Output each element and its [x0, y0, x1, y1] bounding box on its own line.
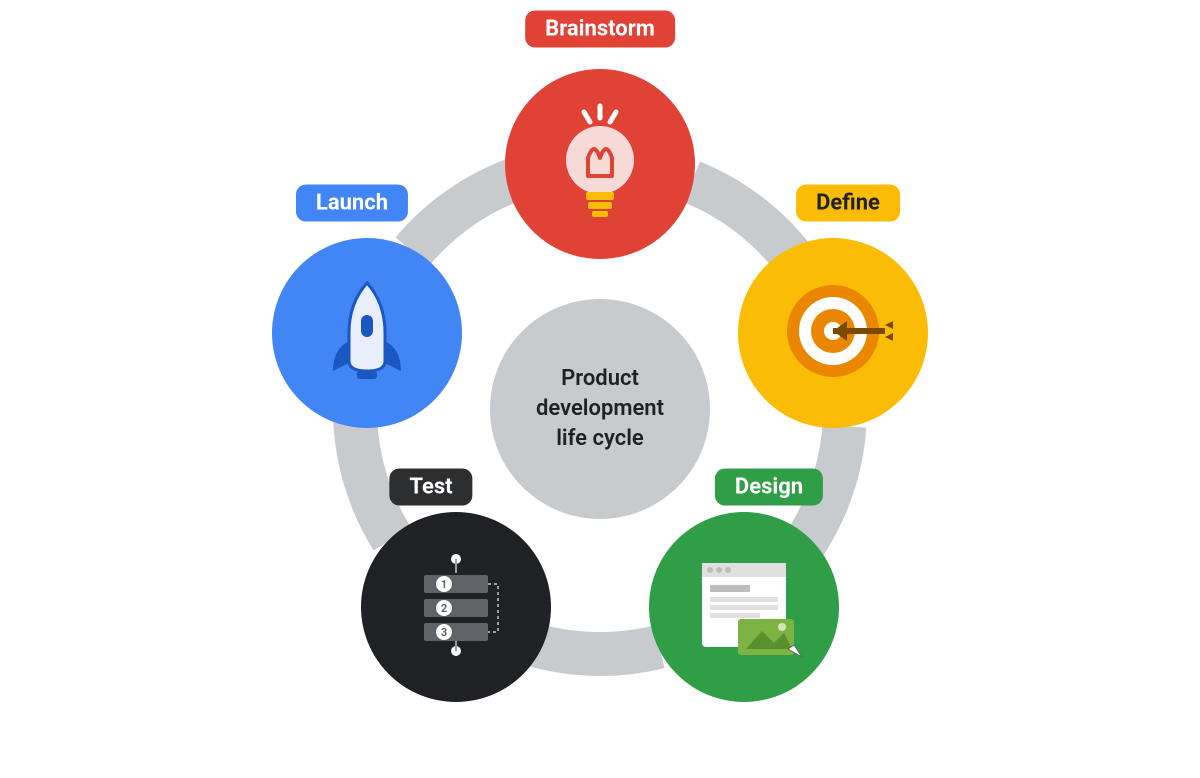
stage-brainstorm-circle: [505, 69, 695, 259]
stage-launch-circle: [272, 238, 462, 428]
lifecycle-diagram: Product development life cycle Brainstor…: [240, 29, 960, 749]
steps-icon: 1 2 3: [396, 545, 516, 669]
stage-define-label: Define: [796, 185, 900, 222]
svg-text:2: 2: [441, 602, 447, 615]
target-icon: [773, 271, 893, 395]
stage-define-circle: [738, 238, 928, 428]
stage-design-label: Design: [715, 469, 823, 506]
stage-test-circle: 1 2 3: [361, 512, 551, 702]
svg-text:1: 1: [441, 578, 447, 591]
stage-design-circle: [649, 512, 839, 702]
lightbulb-icon: [540, 102, 660, 226]
wireframe-icon: [684, 545, 804, 669]
stage-launch-label: Launch: [296, 185, 408, 222]
svg-text:3: 3: [441, 626, 447, 639]
stage-test-label: Test: [389, 469, 472, 506]
stage-brainstorm-label: Brainstorm: [525, 11, 675, 48]
rocket-icon: [307, 271, 427, 395]
center-text: Product development life cycle: [536, 364, 664, 453]
center-circle: Product development life cycle: [490, 299, 710, 519]
